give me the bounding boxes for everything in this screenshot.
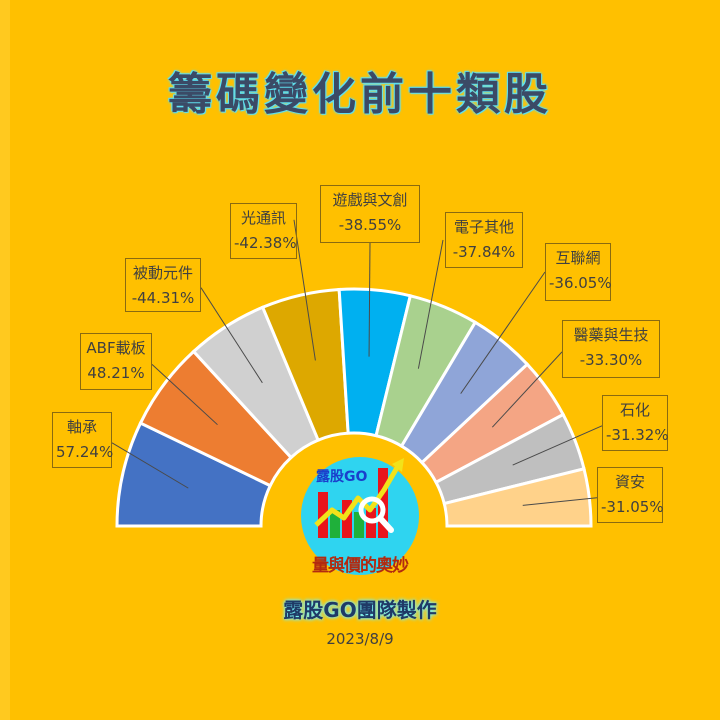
data-label-value: -42.38% <box>234 234 297 252</box>
data-label: 互聯網 -36.05% <box>545 243 612 301</box>
leader-line <box>151 363 218 426</box>
date-text: 2023/8/9 <box>326 630 394 648</box>
data-label-category: 資安 <box>614 473 645 491</box>
data-label-value: 48.21% <box>87 364 145 382</box>
chart-slices <box>115 287 593 528</box>
data-label: 被動元件 -44.31% <box>125 258 201 312</box>
data-label-value: -31.05% <box>601 498 664 516</box>
data-label: 光通訊 -42.38% <box>230 203 297 259</box>
data-label-category: 遊戲與文創 <box>332 191 408 209</box>
logo-graphic <box>301 457 419 575</box>
leader-line <box>512 425 603 466</box>
data-label-value: -37.84% <box>452 243 516 261</box>
data-label: 醫藥與生技 -33.30% <box>562 320 660 378</box>
leader-line <box>522 497 598 506</box>
background-edge <box>0 0 10 720</box>
page-title: 籌碼變化前十類股 <box>168 69 552 120</box>
credit-text: 露股GO團隊製作 <box>283 598 437 622</box>
chart-slice <box>442 466 593 528</box>
data-label-category: 被動元件 <box>132 264 193 282</box>
data-label-value: 57.24% <box>56 443 114 461</box>
data-label-category: 電子其他 <box>453 218 514 236</box>
leader-line <box>460 271 546 394</box>
data-label-category: 軸承 <box>66 418 97 436</box>
data-label-category: 醫藥與生技 <box>573 326 649 344</box>
data-label-value: -33.30% <box>579 351 643 369</box>
data-label: 遊戲與文創 -38.55% <box>320 185 420 243</box>
data-label-category: 石化 <box>619 401 650 419</box>
logo-brand-text: 露股GO <box>316 469 368 485</box>
data-label: ABF載板 48.21% <box>80 333 152 390</box>
data-label-category: 光通訊 <box>240 209 286 227</box>
magnifier-icon <box>358 496 386 524</box>
logo-slogan-text: 量與價的奧妙 <box>312 556 409 576</box>
leader-line <box>111 442 189 489</box>
data-label-value: -36.05% <box>549 274 612 292</box>
data-label-value: -38.55% <box>338 216 402 234</box>
data-label-value: -44.31% <box>131 289 195 307</box>
leader-line <box>293 219 316 361</box>
data-label-category: 互聯網 <box>555 249 601 267</box>
data-label: 資安 -31.05% <box>597 467 664 523</box>
data-label: 石化 -31.32% <box>602 395 669 451</box>
leader-line <box>368 242 371 357</box>
data-label-category: ABF載板 <box>86 339 146 357</box>
leader-line <box>491 351 563 428</box>
leader-line <box>417 239 444 369</box>
data-label: 軸承 57.24% <box>52 412 114 468</box>
leader-line <box>200 287 263 384</box>
leader-lines <box>111 219 603 506</box>
data-label-value: -31.32% <box>606 426 669 444</box>
data-label: 電子其他 -37.84% <box>445 212 523 268</box>
